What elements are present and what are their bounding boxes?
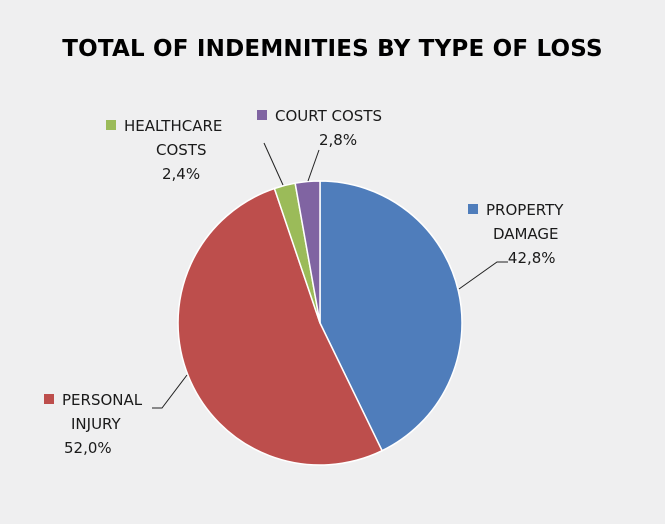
label-property-line2: DAMAGE xyxy=(492,225,559,243)
leader-line-property xyxy=(458,261,508,290)
label-healthcare-line1: HEALTHCARE xyxy=(124,117,223,135)
label-personal-line2: INJURY xyxy=(71,415,121,433)
personal-injury-swatch xyxy=(44,394,54,404)
label-healthcare-line2: COSTS xyxy=(156,141,207,159)
chart-title: TOTAL OF INDEMNITIES BY TYPE OF LOSS xyxy=(62,36,603,62)
label-property-line1: PROPERTY xyxy=(486,201,564,219)
label-property-value: 42,8% xyxy=(507,249,556,267)
pie-slice-court xyxy=(294,180,321,324)
leader-line-healthcare xyxy=(263,142,284,186)
label-healthcare-value: 2,4% xyxy=(162,165,201,183)
label-healthcare-costs: HEALTHCARE COSTS 2,4% xyxy=(106,114,222,186)
label-personal-value: 52,0% xyxy=(64,439,112,457)
property-damage-swatch xyxy=(468,204,478,214)
leader-line-personal xyxy=(152,374,188,409)
label-personal-line1: PERSONAL xyxy=(62,391,143,409)
leader-line-court xyxy=(307,149,320,182)
healthcare-costs-swatch xyxy=(106,120,116,130)
label-property-damage: PROPERTY DAMAGE 42,8% xyxy=(468,198,563,270)
pie-slice-personal xyxy=(177,187,384,466)
label-court-costs: COURT COSTS 2,8% xyxy=(257,104,382,152)
label-court-line1: COURT COSTS xyxy=(275,107,383,125)
pie-slice-property xyxy=(319,180,463,452)
court-costs-swatch xyxy=(257,110,267,120)
label-personal-injury: PERSONAL INJURY 52,0% xyxy=(44,388,142,460)
label-court-value: 2,8% xyxy=(319,131,358,149)
